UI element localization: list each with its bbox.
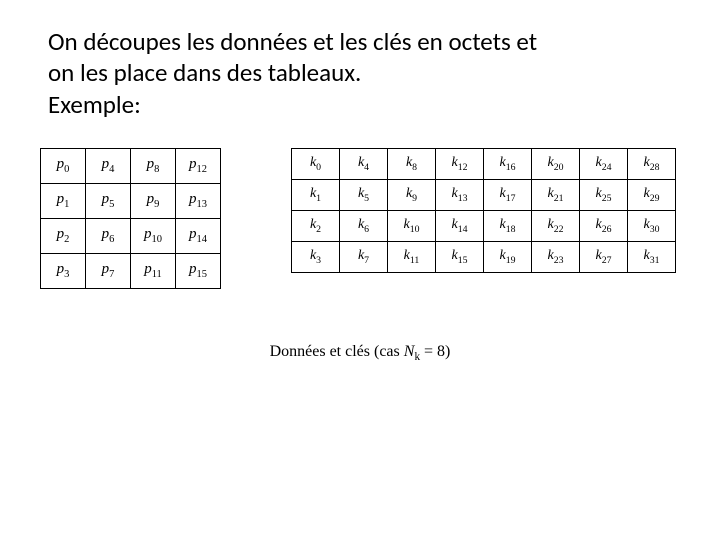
k-cell: k19 xyxy=(484,241,532,272)
k-cell: k21 xyxy=(532,179,580,210)
p-cell: p10 xyxy=(131,218,176,253)
table-row: p1p5p9p13 xyxy=(41,183,221,218)
text-line-3: Exemple: xyxy=(48,89,141,120)
k-matrix-table: k0k4k8k12k16k20k24k28k1k5k9k13k17k21k25k… xyxy=(291,148,676,273)
k-cell: k10 xyxy=(388,210,436,241)
p-cell: p1 xyxy=(41,183,86,218)
p-cell: p12 xyxy=(176,148,221,183)
k-cell: k18 xyxy=(484,210,532,241)
k-cell: k29 xyxy=(628,179,676,210)
p-cell: p15 xyxy=(176,253,221,288)
caption: Données et clés (cas Nk = 8) xyxy=(0,343,720,363)
k-cell: k2 xyxy=(292,210,340,241)
p-cell: p5 xyxy=(86,183,131,218)
slide: { "text": { "line1": "On découpes les do… xyxy=(0,0,720,540)
k-cell: k16 xyxy=(484,148,532,179)
k-cell: k17 xyxy=(484,179,532,210)
k-cell: k12 xyxy=(436,148,484,179)
table-row: p3p7p11p15 xyxy=(41,253,221,288)
text-line-1: On découpes les données et les clés en o… xyxy=(48,26,537,57)
p-cell: p6 xyxy=(86,218,131,253)
k-cell: k6 xyxy=(340,210,388,241)
k-cell: k13 xyxy=(436,179,484,210)
k-cell: k22 xyxy=(532,210,580,241)
p-cell: p2 xyxy=(41,218,86,253)
text-line-2: on les place dans des tableaux. xyxy=(48,57,361,88)
table-row: k2k6k10k14k18k22k26k30 xyxy=(292,210,676,241)
k-cell: k8 xyxy=(388,148,436,179)
k-cell: k30 xyxy=(628,210,676,241)
p-cell: p0 xyxy=(41,148,86,183)
k-cell: k5 xyxy=(340,179,388,210)
p-matrix-table: p0p4p8p12p1p5p9p13p2p6p10p14p3p7p11p15 xyxy=(40,148,221,289)
body-text: On découpes les données et les clés en o… xyxy=(0,26,720,120)
p-cell: p7 xyxy=(86,253,131,288)
k-cell: k3 xyxy=(292,241,340,272)
p-cell: p14 xyxy=(176,218,221,253)
caption-prefix: Données et clés (cas xyxy=(270,343,404,360)
k-cell: k14 xyxy=(436,210,484,241)
p-cell: p13 xyxy=(176,183,221,218)
tables-row: p0p4p8p12p1p5p9p13p2p6p10p14p3p7p11p15 k… xyxy=(0,148,720,289)
k-cell: k31 xyxy=(628,241,676,272)
p-cell: p11 xyxy=(131,253,176,288)
k-cell: k11 xyxy=(388,241,436,272)
caption-var: N xyxy=(404,343,415,360)
k-cell: k9 xyxy=(388,179,436,210)
k-cell: k27 xyxy=(580,241,628,272)
table-row: p0p4p8p12 xyxy=(41,148,221,183)
table-row: k1k5k9k13k17k21k25k29 xyxy=(292,179,676,210)
k-cell: k25 xyxy=(580,179,628,210)
k-cell: k15 xyxy=(436,241,484,272)
p-cell: p3 xyxy=(41,253,86,288)
p-cell: p9 xyxy=(131,183,176,218)
p-cell: p8 xyxy=(131,148,176,183)
k-cell: k20 xyxy=(532,148,580,179)
table-row: k0k4k8k12k16k20k24k28 xyxy=(292,148,676,179)
k-cell: k23 xyxy=(532,241,580,272)
k-cell: k4 xyxy=(340,148,388,179)
k-cell: k24 xyxy=(580,148,628,179)
k-cell: k28 xyxy=(628,148,676,179)
k-cell: k0 xyxy=(292,148,340,179)
p-cell: p4 xyxy=(86,148,131,183)
k-cell: k26 xyxy=(580,210,628,241)
table-row: p2p6p10p14 xyxy=(41,218,221,253)
k-cell: k7 xyxy=(340,241,388,272)
table-row: k3k7k11k15k19k23k27k31 xyxy=(292,241,676,272)
k-cell: k1 xyxy=(292,179,340,210)
caption-suffix: = 8) xyxy=(420,343,450,360)
